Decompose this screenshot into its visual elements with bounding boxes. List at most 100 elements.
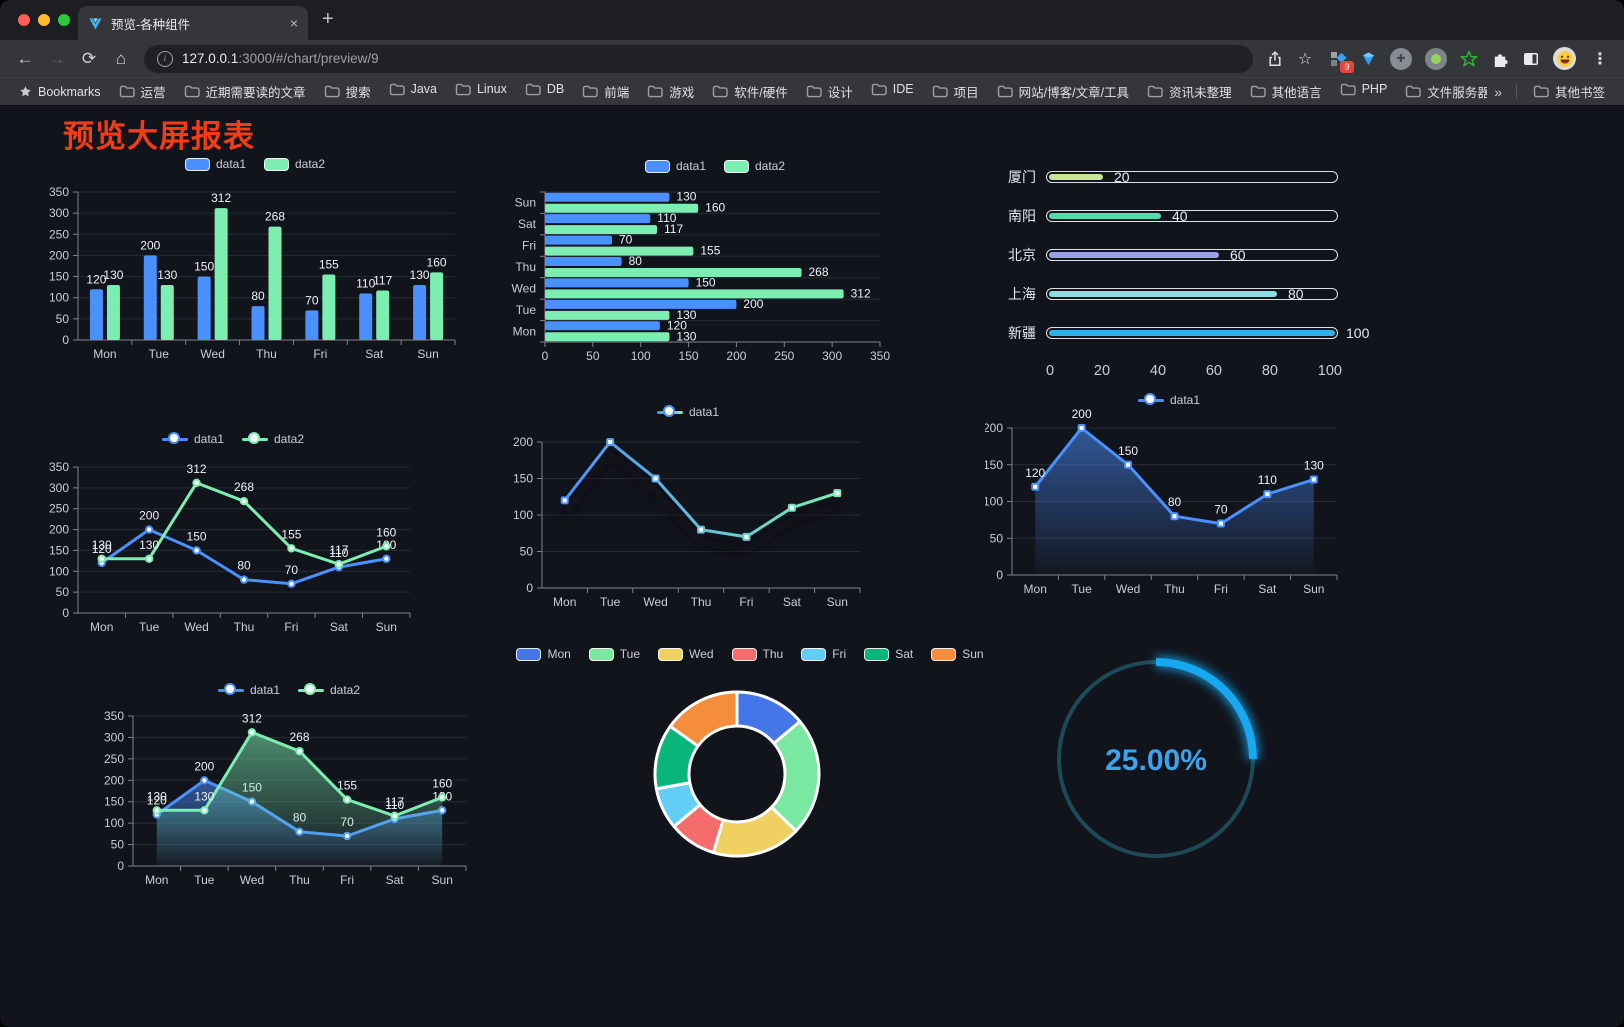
svg-text:Wed: Wed (184, 620, 208, 634)
bookmark-folder-2[interactable]: 搜索 (315, 82, 380, 101)
progress-track: 40 (1046, 208, 1338, 224)
bookmark-folder-7[interactable]: 游戏 (638, 82, 703, 101)
svg-text:Mon: Mon (93, 347, 116, 361)
chart-canvas: 0 50 100 150 200 Mon Tue Wed Thu Fri Sat Sun (513, 435, 861, 609)
bookmarks-divider (1515, 84, 1517, 99)
bookmark-star-icon[interactable]: ☆ (1297, 50, 1313, 68)
svg-text:Fri: Fri (340, 873, 354, 887)
svg-text:Thu: Thu (234, 620, 255, 634)
legend-item-Fri[interactable]: Fri (801, 647, 846, 661)
chart-canvas: 25.00% (1053, 656, 1259, 862)
legend: data1 data2 (45, 430, 421, 448)
bookmark-folder-11[interactable]: 项目 (923, 82, 988, 101)
bookmark-folder-0[interactable]: 运营 (110, 82, 175, 101)
bookmark-folder-10[interactable]: IDE (862, 82, 923, 96)
extension-green-star-icon[interactable] (1460, 50, 1478, 68)
bar-data1-Sun (545, 192, 670, 202)
bookmark-folder-15[interactable]: PHP (1331, 82, 1397, 96)
svg-text:Thu: Thu (691, 595, 712, 609)
bookmark-folder-8[interactable]: 软件/硬件 (703, 82, 796, 101)
bookmark-label: 搜索 (345, 86, 371, 100)
folder-icon (1533, 85, 1549, 98)
svg-text:110: 110 (1258, 473, 1277, 487)
site-info-icon[interactable]: i (157, 50, 173, 67)
sidebar-icon[interactable] (1522, 50, 1540, 68)
reload-icon[interactable]: ⟳ (81, 48, 97, 68)
share-icon[interactable] (1261, 45, 1289, 73)
bookmark-folder-14[interactable]: 其他语言 (1241, 82, 1331, 101)
legend-item-Sat[interactable]: Sat (864, 647, 913, 661)
legend-label: data1 (249, 683, 280, 697)
back-icon[interactable]: ← (16, 48, 34, 68)
bookmarks-menu-button[interactable]: Bookmarks (10, 78, 110, 105)
extension-gem-icon[interactable] (1360, 50, 1377, 67)
legend-item-data1[interactable]: data1 (184, 157, 246, 171)
legend-item-data1[interactable]: data1 (644, 159, 706, 173)
chart-gauge: 25.00% (1040, 647, 1272, 879)
svg-text:Tue: Tue (1072, 582, 1093, 596)
close-window-button[interactable] (18, 14, 30, 26)
svg-text:200: 200 (1072, 407, 1092, 421)
legend-item-data1[interactable]: data1 (656, 405, 719, 419)
puzzle-extensions-icon[interactable] (1491, 50, 1509, 68)
svg-text:0: 0 (526, 581, 533, 595)
svg-text:117: 117 (664, 222, 683, 236)
svg-text:Tue: Tue (600, 595, 621, 609)
forward-icon[interactable]: → (48, 48, 66, 68)
minimize-window-button[interactable] (38, 14, 50, 26)
bookmark-folder-12[interactable]: 网站/博客/文章/工具 (988, 82, 1138, 101)
address-bar[interactable]: i 127.0.0.1:3000/#/chart/preview/9 (144, 44, 1253, 73)
url-host: 127.0.0.1 (182, 51, 239, 66)
axis-tick-label: 20 (1093, 363, 1111, 379)
bookmark-folder-5[interactable]: DB (516, 82, 573, 96)
maximize-window-button[interactable] (58, 14, 70, 26)
legend-item-Sun[interactable]: Sun (931, 647, 984, 661)
emoji-extension-icon[interactable] (1553, 47, 1576, 70)
legend-item-data1[interactable]: data1 (217, 683, 280, 697)
extension-circle-icon[interactable]: ✚ (1390, 47, 1412, 70)
progress-value: 100 (1346, 325, 1370, 341)
other-bookmarks-button[interactable]: 其他书签 (1524, 82, 1614, 101)
legend-item-data2[interactable]: data2 (724, 159, 785, 173)
svg-text:Wed: Wed (240, 873, 264, 887)
legend-item-Thu[interactable]: Thu (731, 647, 784, 661)
progress-label: 南阳 (1008, 208, 1036, 224)
folder-icon (455, 83, 471, 95)
bookmark-folder-3[interactable]: Java (380, 82, 446, 96)
legend-item-Mon[interactable]: Mon (516, 647, 571, 661)
svg-text:300: 300 (104, 730, 124, 744)
bookmark-folder-1[interactable]: 近期需要读的文章 (175, 82, 315, 101)
svg-text:250: 250 (49, 502, 69, 516)
legend-label: Thu (762, 647, 784, 661)
bookmark-folder-6[interactable]: 前端 (573, 82, 638, 101)
legend-item-data2[interactable]: data2 (242, 432, 304, 446)
svg-text:Fri: Fri (284, 620, 298, 634)
extension-grid-icon[interactable]: 9 (1329, 50, 1354, 73)
legend-item-Wed[interactable]: Wed (658, 647, 714, 661)
legend-item-data1[interactable]: data1 (161, 432, 224, 446)
legend-item-data2[interactable]: data2 (264, 157, 325, 171)
legend-item-data1[interactable]: data1 (1137, 393, 1200, 407)
legend: data1 data2 (45, 155, 465, 173)
browser-tab[interactable]: 预览-各种组件 × (78, 6, 308, 40)
bookmark-folder-16[interactable]: 文件服务器 (1396, 82, 1487, 101)
bookmark-folder-4[interactable]: Linux (446, 82, 516, 96)
pie-slice-Sun (668, 690, 739, 748)
bookmark-folder-9[interactable]: 设计 (797, 82, 862, 101)
tab-close-icon[interactable]: × (289, 15, 298, 31)
legend-item-data2[interactable]: data2 (298, 683, 360, 697)
chart-canvas: 050100150200MonTueWedThuFriSatSun1202001… (985, 407, 1338, 596)
menu-kebab-icon[interactable]: ⋮ (1592, 50, 1608, 68)
legend-swatch-icon (298, 683, 324, 697)
home-icon[interactable]: ⌂ (115, 48, 127, 68)
series-data1: 120 200 150 80 70 110 130 (86, 238, 430, 340)
bookmarks-overflow-button[interactable]: » (1494, 83, 1502, 100)
bookmark-folder-13[interactable]: 资讯未整理 (1138, 82, 1241, 101)
new-tab-button[interactable]: + (322, 8, 334, 30)
svg-text:350: 350 (49, 460, 69, 474)
extension-green-dot-icon[interactable] (1425, 47, 1447, 70)
legend-item-Tue[interactable]: Tue (588, 647, 640, 661)
chart-canvas: 0 50 100 150 200 250 300 350 Mon Tue Wed Thu Fri Sat S… (49, 185, 456, 361)
axes: 0 50 100 150 200 250 300 350 Mon Tue Wed Thu Fri Sat S… (512, 191, 890, 363)
